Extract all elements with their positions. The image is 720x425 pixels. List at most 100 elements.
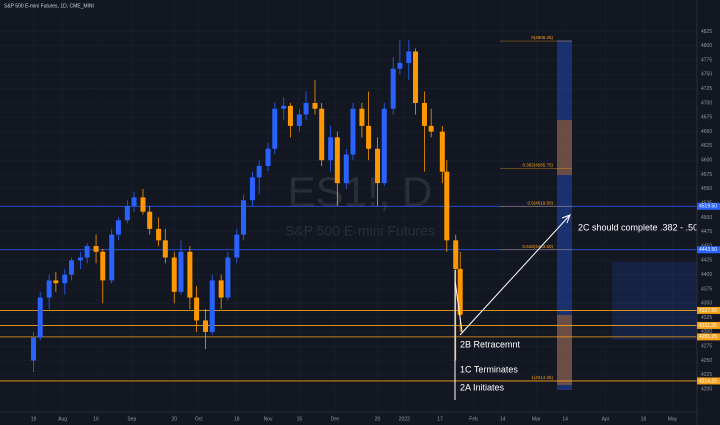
candle-body (209, 280, 215, 332)
x-tick-label: Apr (602, 416, 610, 422)
candle-body (444, 171, 450, 241)
watermark-name: S&P 500 E-mini Futures (285, 223, 435, 239)
candle-body (31, 337, 37, 361)
candle-body (319, 108, 325, 161)
annotation: 2A Initiates (460, 382, 505, 392)
candle-body (413, 51, 419, 103)
annotation: 2C should complete .382 - .500 (578, 222, 703, 232)
candle-body (397, 62, 403, 69)
y-tick-label: 4250 (701, 358, 712, 364)
candle-body (53, 280, 59, 284)
candle-body (406, 51, 412, 63)
fib-label: 0.5(4519.50) (527, 200, 553, 205)
x-tick-label: 14 (562, 416, 568, 422)
candle-body (156, 228, 162, 241)
y-tick-label: 4575 (701, 172, 712, 178)
y-tick-label: 4700 (701, 100, 712, 106)
level-tag (697, 202, 720, 210)
y-tick-label: 4750 (701, 72, 712, 78)
x-tick-label: Sep (127, 416, 136, 422)
candle-body (178, 251, 184, 292)
level-tag (697, 333, 720, 341)
x-tick-label: Oct (195, 416, 203, 422)
candle-body (218, 280, 224, 298)
candle-body (249, 177, 255, 201)
fib-label: 1(4214.25) (531, 375, 553, 380)
level-tag (697, 306, 720, 314)
y-tick-label: 4725 (701, 86, 712, 92)
arrow (454, 279, 463, 333)
candle-body (162, 240, 168, 258)
arrow (459, 214, 571, 336)
candle-body (453, 240, 459, 269)
level-tag (697, 321, 720, 329)
candle-body (328, 137, 334, 161)
y-tick-label: 4375 (701, 286, 712, 292)
y-tick-label: 4350 (701, 301, 712, 307)
candle-body (343, 154, 349, 184)
y-tick-label: 4400 (701, 272, 712, 278)
candle-body (46, 280, 52, 298)
candle-body (124, 206, 130, 221)
x-tick-label: Feb (469, 416, 478, 422)
time-axis (0, 412, 720, 425)
candle-body (115, 220, 121, 235)
y-tick-label: 4325 (701, 315, 712, 321)
candle-body (334, 137, 340, 184)
candle-body (390, 68, 396, 109)
candle-body (375, 148, 381, 184)
x-tick-label: 18 (234, 416, 240, 422)
candle-body (68, 260, 74, 275)
y-tick-label: 4425 (701, 258, 712, 264)
arrows (454, 214, 571, 400)
candle-body (366, 125, 372, 149)
x-tick-label: 2022 (399, 416, 410, 422)
candle-body (203, 320, 209, 332)
x-tick-label: 19 (31, 416, 37, 422)
candle-body (256, 165, 262, 178)
arrowhead (561, 214, 571, 224)
y-tick-label: 4775 (701, 57, 712, 63)
axes: 4200 4225 4250 4275 4300 4325 4350 4375 4400 4425… (31, 29, 720, 422)
annotation: 1C Terminates (460, 364, 518, 374)
level-tag (697, 246, 720, 254)
price-axis (697, 0, 720, 425)
candle-body (93, 246, 99, 252)
candle-body (187, 251, 193, 298)
grid (0, 0, 697, 412)
projection-zone (557, 315, 572, 385)
fib-label: 0.382(4585.75) (522, 163, 553, 168)
x-tick-label: 15 (297, 416, 303, 422)
level-label: 4311.25 (699, 323, 717, 329)
candle-body (359, 108, 365, 126)
candle-body (350, 108, 356, 155)
fib-zone (612, 262, 697, 340)
y-tick-label: 4825 (701, 29, 712, 35)
x-tick-label: 20 (375, 416, 381, 422)
candle-body (131, 197, 137, 206)
watermark-symbol: ES1!, D (288, 168, 433, 215)
y-tick-label: 4800 (701, 43, 712, 49)
candle-body (439, 131, 445, 172)
candle-body (421, 103, 427, 126)
y-tick-label: 4675 (701, 115, 712, 121)
candle-body (62, 274, 68, 284)
y-tick-label: 4300 (701, 329, 712, 335)
y-tick-label: 4550 (701, 186, 712, 192)
y-tick-label: 4500 (701, 215, 712, 221)
y-tick-label: 4275 (701, 344, 712, 350)
x-tick-label: 14 (500, 416, 506, 422)
candle-body (140, 197, 146, 212)
x-tick-label: 20 (171, 416, 177, 422)
x-tick-label: 18 (641, 416, 647, 422)
candle-body (272, 108, 278, 149)
y-tick-label: 4600 (701, 158, 712, 164)
x-tick-label: Aug (58, 416, 67, 422)
candle-body (37, 297, 43, 338)
candle-body (428, 125, 434, 132)
candle-body (312, 103, 318, 109)
candle-body (84, 246, 90, 258)
fib-label: 0.618(4443.50) (522, 244, 553, 249)
